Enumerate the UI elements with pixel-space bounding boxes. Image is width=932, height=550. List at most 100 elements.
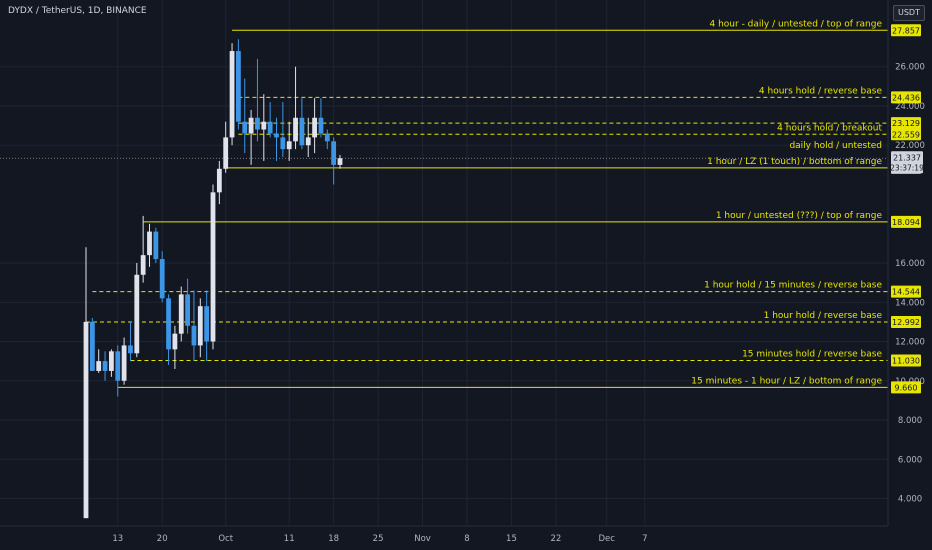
candle[interactable] [242, 78, 248, 154]
candle-body [236, 51, 241, 122]
x-tick-label: Dec [598, 534, 615, 544]
level-price-label: 23.129 [892, 119, 920, 128]
candle[interactable] [109, 349, 114, 377]
time-axis[interactable]: 13 20 Oct 11 18 25 Nov 8 15 22 Dec 7 [112, 534, 647, 544]
candle[interactable] [134, 263, 140, 358]
candle-body [210, 192, 216, 342]
y-tick-label: 16.000 [895, 259, 925, 269]
candle[interactable] [337, 155, 343, 169]
level-price-tag [891, 354, 921, 367]
candle-body [299, 117, 305, 146]
candle[interactable] [255, 58, 260, 142]
current-price-label: 21.337 [893, 153, 921, 162]
candle[interactable] [229, 43, 235, 146]
candle[interactable] [216, 160, 222, 205]
candle[interactable] [318, 98, 324, 138]
candle-body [172, 333, 178, 350]
currency-badge[interactable]: USDT [893, 5, 925, 21]
candle[interactable] [324, 129, 330, 150]
candle[interactable] [172, 325, 178, 369]
candle-body [267, 121, 273, 134]
y-tick-label: 22.000 [895, 141, 925, 151]
candle-body [96, 361, 102, 371]
y-tick-label: 12.000 [895, 338, 925, 348]
candle[interactable] [274, 117, 279, 161]
x-tick-label: Oct [218, 534, 233, 544]
price-tags: 27.85724.43623.12922.55920.84418.09414.5… [890, 24, 924, 394]
candle-body [204, 306, 210, 342]
candle-body [185, 294, 190, 326]
level-price-tag [891, 316, 921, 329]
candle[interactable] [293, 66, 298, 150]
candle-body [191, 325, 197, 346]
level-note: 1 hour hold / 15 minutes / reverse base [704, 281, 882, 291]
candle[interactable] [286, 121, 292, 161]
candle-body [324, 133, 330, 142]
y-tick-label: 8.000 [898, 416, 922, 426]
candle[interactable] [191, 290, 197, 362]
candle[interactable] [140, 215, 146, 283]
candle[interactable] [280, 102, 286, 158]
x-tick-label: 11 [284, 534, 295, 544]
x-tick-label: 22 [550, 534, 561, 544]
candle[interactable] [210, 184, 216, 350]
level-note: 15 minutes - 1 hour / LZ / bottom of ran… [691, 376, 882, 386]
candle-body [159, 259, 165, 299]
level-price-tag [891, 381, 921, 394]
candle[interactable] [115, 345, 121, 397]
candle[interactable] [204, 290, 210, 362]
y-tick-label: 24.000 [895, 102, 925, 112]
candle[interactable] [89, 317, 95, 371]
candle[interactable] [159, 251, 165, 303]
candle[interactable] [83, 247, 89, 519]
grid-lines [0, 0, 888, 526]
candle[interactable] [166, 294, 171, 366]
candle[interactable] [248, 109, 254, 165]
candle-body [134, 274, 140, 354]
symbol-title[interactable]: DYDX / TetherUS, 1D, BINANCE [8, 6, 147, 16]
candle[interactable] [331, 137, 337, 185]
candle[interactable] [128, 321, 133, 362]
level-price-label: 24.436 [892, 93, 920, 102]
candle-body [197, 306, 203, 346]
candle-body [140, 255, 146, 275]
level-price-label: 22.559 [892, 130, 920, 139]
level-price-label: 14.544 [892, 288, 920, 297]
level-note: 15 minutes hold / reverse base [742, 350, 882, 360]
x-tick-label: 20 [157, 534, 168, 544]
candle[interactable] [153, 227, 159, 263]
candle-body [280, 137, 286, 150]
candle[interactable] [178, 286, 184, 342]
candle-body [153, 231, 159, 260]
x-tick-label: 18 [328, 534, 339, 544]
candle[interactable] [102, 351, 108, 381]
candle[interactable] [267, 102, 273, 138]
level-price-label: 27.857 [892, 26, 920, 35]
candle[interactable] [223, 121, 229, 173]
candle[interactable] [185, 278, 190, 334]
candle[interactable] [261, 94, 267, 161]
candle-body [255, 117, 260, 130]
candle-body [166, 298, 171, 350]
candles [83, 39, 343, 519]
candle-body [274, 133, 279, 138]
candle[interactable] [299, 98, 305, 150]
level-price-tag [891, 91, 921, 104]
candle-body [261, 121, 267, 130]
candle[interactable] [197, 298, 203, 358]
candle[interactable] [121, 337, 127, 385]
candle[interactable] [96, 349, 102, 373]
candle[interactable] [236, 39, 241, 130]
candle[interactable] [312, 98, 317, 154]
level-price-tag [891, 24, 921, 37]
candle-body [248, 117, 254, 134]
level-note: daily hold / untested [789, 141, 882, 151]
candle-body [216, 168, 222, 193]
candle[interactable] [147, 223, 152, 267]
price-levels [86, 29, 888, 388]
candle[interactable] [305, 117, 311, 158]
candle-body [121, 345, 127, 381]
candle-body [147, 231, 152, 256]
